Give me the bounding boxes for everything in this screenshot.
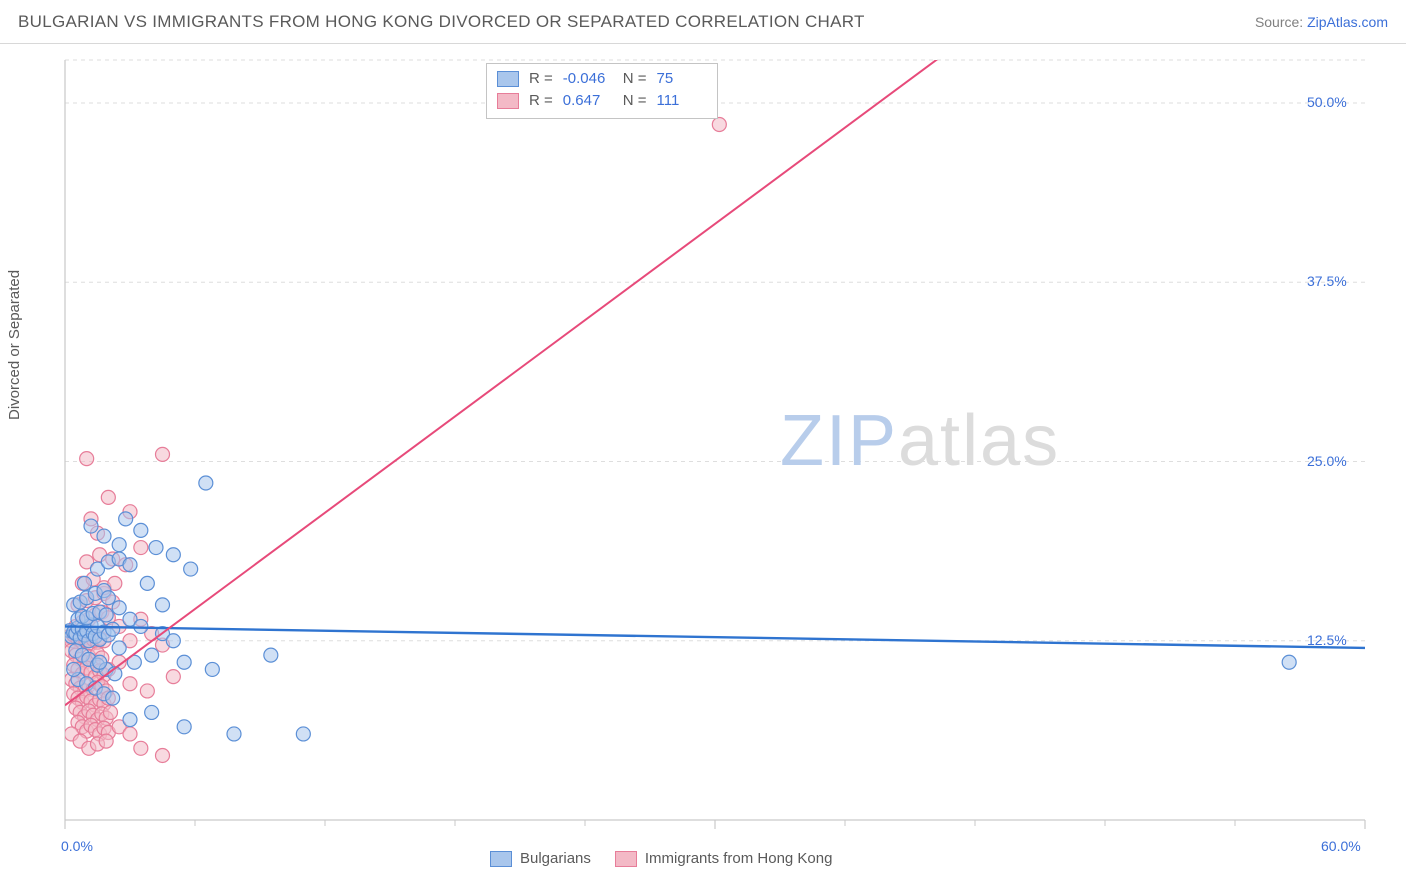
source-attribution: Source: ZipAtlas.com xyxy=(1255,14,1388,30)
tick-label: 12.5% xyxy=(1307,632,1347,648)
stats-r-value-0: -0.046 xyxy=(563,68,613,90)
stats-r-label-1: R = xyxy=(529,90,553,112)
tick-label: 60.0% xyxy=(1321,838,1361,854)
tick-label: 0.0% xyxy=(61,838,93,854)
y-axis-label: Divorced or Separated xyxy=(6,270,23,420)
scatter-plot: ZIPatlas xyxy=(49,50,1389,834)
legend-swatch-0 xyxy=(490,851,512,867)
chart-svg xyxy=(49,50,1389,834)
stats-r-value-1: 0.647 xyxy=(563,90,613,112)
tick-label: 37.5% xyxy=(1307,273,1347,289)
source-link[interactable]: ZipAtlas.com xyxy=(1307,14,1388,30)
chart-header: BULGARIAN VS IMMIGRANTS FROM HONG KONG D… xyxy=(0,0,1406,44)
swatch-series-1 xyxy=(497,93,519,109)
stats-row-series-0: R = -0.046 N = 75 xyxy=(497,68,707,90)
stats-n-label-1: N = xyxy=(623,90,647,112)
chart-title: BULGARIAN VS IMMIGRANTS FROM HONG KONG D… xyxy=(18,12,865,32)
stats-n-value-0: 75 xyxy=(657,68,707,90)
legend-swatch-1 xyxy=(615,851,637,867)
stats-legend: R = -0.046 N = 75 R = 0.647 N = 111 xyxy=(486,63,718,119)
swatch-series-0 xyxy=(497,71,519,87)
legend-label-0: Bulgarians xyxy=(520,850,591,867)
stats-n-label-0: N = xyxy=(623,68,647,90)
legend-label-1: Immigrants from Hong Kong xyxy=(645,850,833,867)
tick-label: 25.0% xyxy=(1307,453,1347,469)
source-prefix: Source: xyxy=(1255,14,1307,30)
stats-row-series-1: R = 0.647 N = 111 xyxy=(497,90,707,112)
legend-item-0: Bulgarians xyxy=(490,850,591,867)
legend-item-1: Immigrants from Hong Kong xyxy=(615,850,833,867)
stats-r-label-0: R = xyxy=(529,68,553,90)
tick-label: 50.0% xyxy=(1307,94,1347,110)
series-legend: Bulgarians Immigrants from Hong Kong xyxy=(490,850,832,867)
stats-n-value-1: 111 xyxy=(657,90,707,112)
